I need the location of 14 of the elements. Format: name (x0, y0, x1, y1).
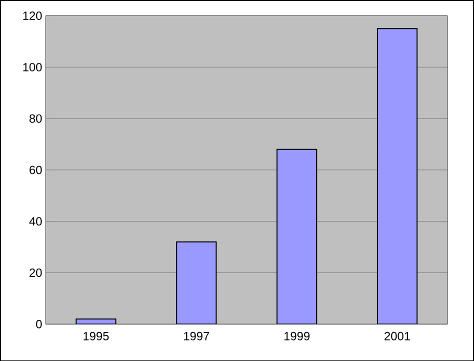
x-tick-label: 1999 (284, 332, 310, 340)
x-tick-label: 1997 (184, 332, 210, 340)
y-tick-label: 0 (36, 320, 42, 328)
y-tick-label: 80 (30, 114, 42, 123)
y-tick-label: 40 (29, 216, 42, 226)
bar (376, 28, 418, 324)
bar (276, 148, 318, 324)
y-tick-label: 20 (30, 268, 42, 277)
y-tick-label: 100 (23, 62, 42, 72)
x-tick-label: 2001 (384, 332, 410, 340)
y-tick-label: 60 (30, 166, 42, 174)
x-tick-label: 1995 (84, 332, 109, 340)
bar (176, 241, 217, 324)
y-tick-label: 120 (23, 11, 42, 20)
